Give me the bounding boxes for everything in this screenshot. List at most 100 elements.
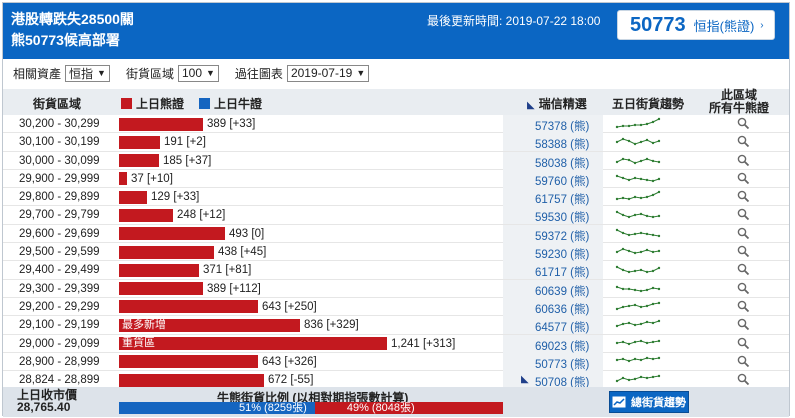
pick-cell[interactable]: 59230 (熊) xyxy=(503,243,603,262)
trend-sparkline[interactable] xyxy=(615,207,663,221)
search-icon[interactable] xyxy=(737,208,750,221)
headline-line2[interactable]: 熊50773候高部署 xyxy=(11,32,120,48)
search-icon[interactable] xyxy=(737,135,750,148)
col-trend: 五日街貨趨勢 xyxy=(612,97,685,111)
bar-cell: 672 [-55] xyxy=(119,373,313,387)
search-icon[interactable] xyxy=(737,337,750,350)
pick-code-link[interactable]: 61757 (熊) xyxy=(535,194,590,207)
pick-code-link[interactable]: 58038 (熊) xyxy=(535,157,590,170)
pick-cell[interactable]: 58038 (熊) xyxy=(503,151,603,170)
bear-bar: 最多新增 xyxy=(119,318,300,332)
featured-warrant-button[interactable]: 50773 恒指(熊證) › xyxy=(617,10,775,40)
pick-code-link[interactable]: 59230 (熊) xyxy=(535,249,590,262)
trend-sparkline[interactable] xyxy=(615,226,663,240)
search-icon[interactable] xyxy=(737,190,750,203)
pick-code-link[interactable]: 50773 (熊) xyxy=(535,358,590,371)
trend-sparkline[interactable] xyxy=(615,189,663,203)
pick-code-link[interactable]: 50708 (熊) xyxy=(535,377,590,390)
search-icon[interactable] xyxy=(737,245,750,258)
headline-line1[interactable]: 港股轉跌失28500關 xyxy=(11,11,134,27)
pick-cell[interactable]: 58388 (熊) xyxy=(503,133,603,152)
pick-cell[interactable]: 61717 (熊) xyxy=(503,261,603,280)
col-all: 此區域 所有牛熊證 xyxy=(709,89,769,115)
pick-cell[interactable]: 60636 (熊) xyxy=(503,297,603,316)
bear-value: 185 [+37] xyxy=(163,154,212,167)
search-icon[interactable] xyxy=(737,282,750,295)
credit-suisse-icon: ◣ xyxy=(527,100,535,111)
filter-bar: 相關資產 恒指 ▼ 街貨區域 100 ▼ 過往圖表 2019-07-19 ▼ xyxy=(3,61,789,85)
pick-cell[interactable]: 60639 (熊) xyxy=(503,279,603,298)
range-cell: 29,600 - 29,699 xyxy=(19,227,100,240)
trend-sparkline[interactable] xyxy=(615,317,663,331)
chevron-down-icon: ▼ xyxy=(97,68,106,78)
pick-code-link[interactable]: 60639 (熊) xyxy=(535,285,590,298)
pick-cell[interactable]: 69023 (熊) xyxy=(503,334,603,353)
pick-code-link[interactable]: 57378 (熊) xyxy=(535,121,590,133)
bull-ratio: 51% (8259張) xyxy=(119,402,315,414)
pick-code-link[interactable]: 59760 (熊) xyxy=(535,175,590,188)
pick-code-link[interactable]: 59530 (熊) xyxy=(535,212,590,225)
bar-cell: 389 [+112] xyxy=(119,282,261,296)
trend-sparkline[interactable] xyxy=(615,153,663,167)
asset-select[interactable]: 恒指 ▼ xyxy=(65,64,110,82)
search-icon[interactable] xyxy=(737,227,750,240)
pick-cell[interactable]: 61757 (熊) xyxy=(503,188,603,207)
table-row: 29,900 - 29,999 37 [+10] 59760 (熊) xyxy=(3,169,789,189)
table-row: 29,300 - 29,399 389 [+112] 60639 (熊) xyxy=(3,279,789,298)
search-icon[interactable] xyxy=(737,154,750,167)
pick-code-link[interactable]: 60636 (熊) xyxy=(535,303,590,316)
trend-sparkline[interactable] xyxy=(615,354,663,368)
bear-bar xyxy=(119,117,203,131)
search-icon[interactable] xyxy=(737,117,750,130)
bear-bar xyxy=(119,154,159,168)
search-icon[interactable] xyxy=(737,318,750,331)
pick-code-link[interactable]: 64577 (熊) xyxy=(535,322,590,335)
trend-sparkline[interactable] xyxy=(615,134,663,148)
range-cell: 29,700 - 29,799 xyxy=(19,209,100,222)
bear-value: 191 [+2] xyxy=(164,136,206,149)
trend-sparkline[interactable] xyxy=(615,372,663,386)
bear-value: 438 [+45] xyxy=(218,246,267,259)
col-pick-label: 瑞信精選 xyxy=(538,97,587,111)
pick-code-link[interactable]: 59372 (熊) xyxy=(535,230,590,243)
trend-sparkline[interactable] xyxy=(615,171,663,185)
trend-sparkline[interactable] xyxy=(615,116,663,130)
pick-cell[interactable]: ◣ 50708 (熊) xyxy=(503,371,603,390)
table-header: 街貨區域 上日熊證 上日牛證 ◣ 瑞信精選 五日街貨趨勢 此區域 所有牛熊證 xyxy=(3,89,789,115)
past-date-select[interactable]: 2019-07-19 ▼ xyxy=(286,64,370,82)
range-select[interactable]: 100 ▼ xyxy=(177,64,219,82)
table-row: 29,400 - 29,499 371 [+81] 61717 (熊) xyxy=(3,261,789,280)
bear-value: 371 [+81] xyxy=(203,264,252,277)
trend-sparkline[interactable] xyxy=(615,336,663,350)
bear-value: 1,241 [+313] xyxy=(391,337,456,350)
headline[interactable]: 港股轉跌失28500關 熊50773候高部署 xyxy=(11,9,134,51)
search-icon[interactable] xyxy=(737,300,750,313)
total-trend-button[interactable]: 總街貨趨勢 xyxy=(609,391,689,413)
range-cell: 29,200 - 29,299 xyxy=(19,300,100,313)
asset-select-value: 恒指 xyxy=(69,66,94,81)
trend-sparkline[interactable] xyxy=(615,262,663,276)
search-icon[interactable] xyxy=(737,373,750,386)
pick-code-link[interactable]: 58388 (熊) xyxy=(535,139,590,152)
trend-sparkline[interactable] xyxy=(615,244,663,258)
pick-cell[interactable]: 59760 (熊) xyxy=(503,169,603,188)
search-icon[interactable] xyxy=(737,355,750,368)
trend-sparkline[interactable] xyxy=(615,281,663,295)
bear-bar xyxy=(119,373,264,387)
trend-sparkline[interactable] xyxy=(615,299,663,313)
range-label: 街貨區域 xyxy=(125,66,174,81)
range-cell: 29,000 - 29,099 xyxy=(19,337,100,350)
pick-code-link[interactable]: 69023 (熊) xyxy=(535,340,590,353)
search-icon[interactable] xyxy=(737,263,750,276)
bar-cell: 重貨區 1,241 [+313] xyxy=(119,337,455,351)
bear-value: 836 [+329] xyxy=(304,319,359,332)
pick-cell[interactable]: 57378 (熊) xyxy=(503,115,603,133)
pick-cell[interactable]: 64577 (熊) xyxy=(503,316,603,335)
pick-code-link[interactable]: 61717 (熊) xyxy=(535,267,590,280)
pick-cell[interactable]: 50773 (熊) xyxy=(503,352,603,371)
bull-swatch xyxy=(199,98,210,109)
pick-cell[interactable]: 59372 (熊) xyxy=(503,224,603,243)
bar-cell: 191 [+2] xyxy=(119,135,206,149)
pick-cell[interactable]: 59530 (熊) xyxy=(503,206,603,225)
search-icon[interactable] xyxy=(737,172,750,185)
